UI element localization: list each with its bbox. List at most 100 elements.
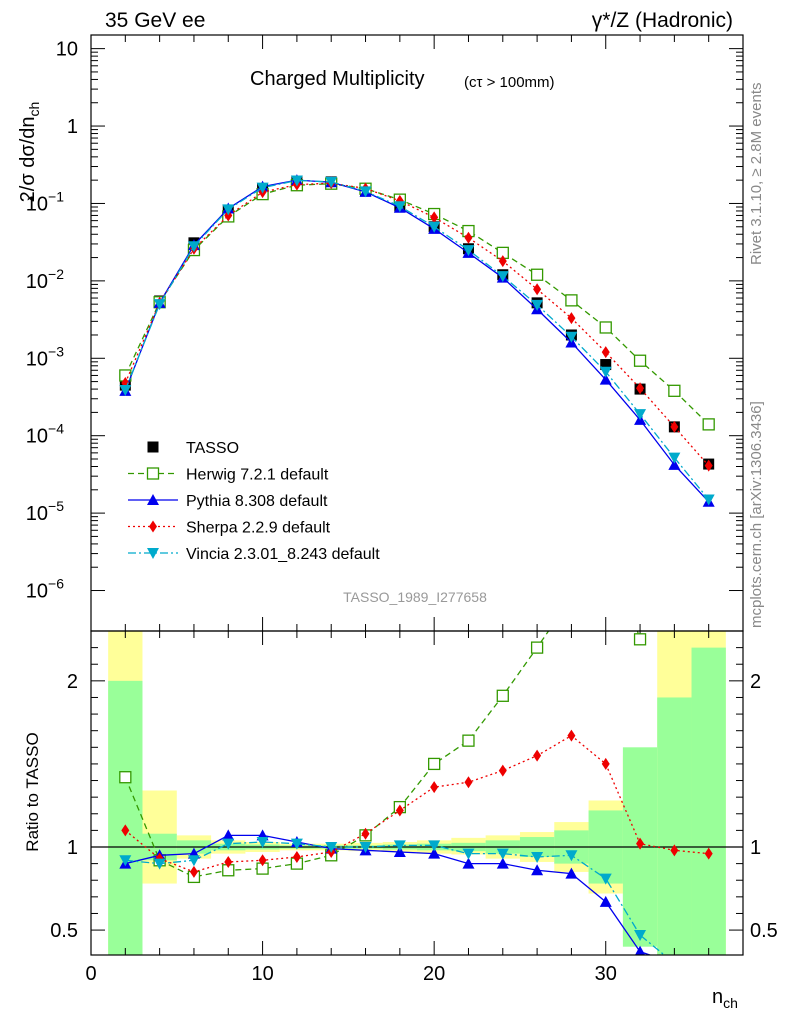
legend-marker	[147, 441, 159, 453]
main-frame	[90, 34, 744, 632]
data-point	[256, 182, 269, 194]
svg-text:2/σ dσ/dnch: 2/σ dσ/dnch	[17, 102, 42, 203]
ratio-point	[668, 957, 680, 968]
ratio-point	[393, 845, 406, 857]
ratio-point	[633, 633, 647, 646]
ratio-point	[670, 844, 679, 857]
ratio-line	[124, 734, 709, 873]
data-point	[325, 176, 338, 188]
data-point	[533, 283, 542, 296]
ratio-y-tick-label: 1	[67, 837, 78, 859]
ratio-series-pythia	[119, 829, 680, 968]
ratio-point	[565, 867, 578, 879]
ratio-point	[530, 641, 544, 654]
series-sherpa	[121, 177, 713, 472]
data-point	[530, 268, 544, 281]
ratio-plot-tick-labels: 0.5 0.51 12 20 10 20 30	[50, 671, 778, 985]
y-tick-exp: −5	[48, 498, 64, 514]
data-point	[153, 299, 166, 311]
chart-subtitle: (cτ > 100mm)	[464, 74, 555, 91]
ratio-point	[601, 757, 610, 770]
data-point	[565, 294, 578, 307]
ratio-point	[462, 857, 475, 869]
ratio-point	[428, 847, 441, 859]
y-tick-label: 10−1	[26, 188, 64, 215]
side-rivet: Rivet 3.1.10, ≥ 2.8M events	[748, 83, 765, 266]
ratio-point	[464, 776, 473, 789]
ratio-y-label: Ratio to TASSO	[23, 732, 42, 851]
ratio-y-tick-label-right: 0.5	[750, 920, 778, 942]
series-line	[124, 179, 710, 500]
data-point	[601, 346, 610, 359]
data-point	[224, 209, 233, 222]
ratio-point	[704, 847, 713, 860]
y-tick-base: 10	[26, 426, 48, 448]
ratio-point	[428, 840, 441, 852]
x-axis-label-sub: ch	[723, 995, 738, 1011]
main-plot-series	[119, 174, 715, 507]
ratio-point	[395, 804, 404, 817]
ratio-plot-series	[119, 526, 713, 969]
ratio-point	[566, 592, 577, 603]
y-tick-label: 10	[56, 39, 78, 61]
data-point	[668, 384, 681, 397]
ratio-point	[600, 526, 611, 537]
legend-label: Herwig 7.2.1 default	[186, 467, 329, 484]
y-tick-exp: −4	[48, 421, 64, 437]
ratio-point	[531, 864, 544, 876]
x-axis-label-main: n	[712, 986, 723, 1008]
y-tick-label: 1	[67, 116, 78, 138]
ratio-point	[325, 842, 338, 853]
data-point	[668, 452, 681, 464]
ratio-point	[119, 855, 132, 867]
ratio-point	[565, 850, 578, 862]
ratio-point	[634, 945, 646, 955]
ratio-point	[292, 850, 301, 863]
data-point	[704, 459, 713, 472]
ratio-point	[498, 764, 507, 777]
header-left: 35 GeV ee	[105, 9, 205, 32]
data-point	[636, 382, 645, 395]
chart-title: Charged Multiplicity	[250, 68, 425, 90]
ratio-point	[393, 840, 406, 852]
data-point	[567, 312, 576, 325]
y-tick-exp: −6	[48, 576, 64, 592]
legend-marker	[146, 467, 160, 480]
header-right: γ*/Z (Hadronic)	[592, 9, 733, 32]
ratio-y-tick-label-right: 1	[750, 837, 761, 859]
main-plot-ticks	[90, 35, 744, 631]
data-point	[599, 373, 612, 385]
data-point	[634, 409, 647, 421]
side-mcplots: mcplots.cern.ch [arXiv:1306.3436]	[748, 401, 765, 628]
ratio-point	[668, 958, 680, 969]
legend: TASSO Herwig 7.2.1 default Pythia 8.308 de…	[128, 440, 380, 563]
y-tick-label: 10−5	[26, 498, 64, 525]
y-tick-base: 10	[26, 193, 48, 215]
legend-marker	[149, 520, 157, 533]
data-point	[496, 271, 509, 283]
ratio-point	[531, 851, 544, 863]
x-tick-label: 0	[85, 963, 96, 985]
ratio-point	[121, 824, 130, 837]
ratio-point	[533, 749, 542, 762]
ratio-point	[567, 729, 576, 742]
ratio-point	[361, 827, 370, 840]
data-point	[498, 255, 507, 268]
ratio-point	[189, 865, 198, 878]
legend-label: TASSO	[186, 440, 239, 457]
y-tick-base: 10	[26, 503, 48, 525]
data-point	[462, 245, 475, 257]
data-point	[565, 331, 578, 343]
ratio-point	[462, 848, 475, 860]
y-tick-label: 10−2	[26, 266, 64, 293]
y-tick-base: 10	[26, 348, 48, 370]
ratio-line	[124, 631, 641, 878]
y-tick-base: 10	[26, 581, 48, 603]
data-point	[428, 221, 441, 233]
data-point	[702, 494, 715, 506]
ratio-y-tick-label: 0.5	[50, 920, 78, 942]
y-tick-label: 10−6	[26, 576, 64, 603]
data-point	[633, 354, 647, 367]
